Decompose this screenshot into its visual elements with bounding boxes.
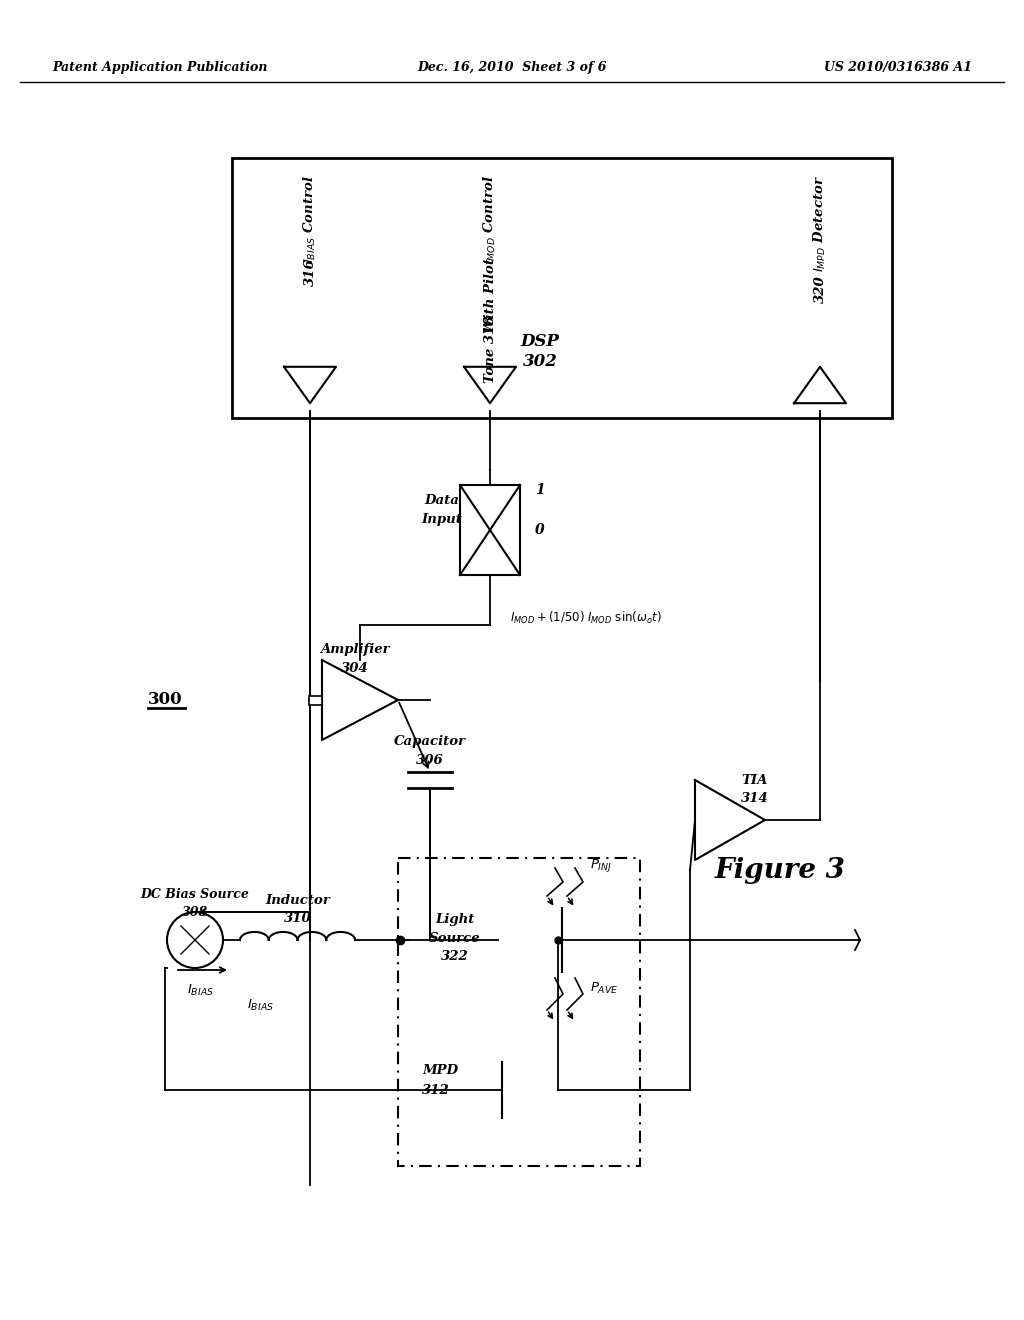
Bar [460, 484, 520, 576]
Text: 1: 1 [535, 483, 545, 498]
Text: 310: 310 [284, 912, 312, 924]
Text: Input: Input [422, 513, 463, 527]
Text: 306: 306 [416, 754, 443, 767]
Bar [232, 158, 892, 418]
Text: Data: Data [425, 494, 460, 507]
Text: Light: Light [435, 913, 475, 927]
Bar [398, 858, 640, 1166]
Text: 322: 322 [441, 949, 469, 962]
Text: Patent Application Publication: Patent Application Publication [52, 62, 267, 74]
Text: $I_{BIAS}$: $I_{BIAS}$ [247, 998, 274, 1012]
Text: $I_{MPD}$ Detector: $I_{MPD}$ Detector [812, 176, 828, 272]
Text: US 2010/0316386 A1: US 2010/0316386 A1 [824, 62, 972, 74]
Text: Figure 3: Figure 3 [715, 857, 846, 883]
Text: 302: 302 [522, 354, 557, 371]
Text: 320: 320 [813, 275, 826, 302]
Text: Tone 318: Tone 318 [483, 315, 497, 383]
Text: Amplifier: Amplifier [321, 644, 390, 656]
Text: DSP: DSP [520, 334, 559, 351]
Text: 304: 304 [341, 661, 369, 675]
Bar [308, 696, 322, 705]
Text: 300: 300 [148, 692, 182, 709]
Text: $P_{AVE}$: $P_{AVE}$ [590, 981, 618, 995]
Polygon shape [498, 908, 562, 972]
Text: $P_{INJ}$: $P_{INJ}$ [590, 857, 612, 874]
Text: $I_{MOD}$ Control: $I_{MOD}$ Control [482, 176, 498, 264]
Text: 0: 0 [535, 523, 545, 537]
Text: $I_{MOD}+(1/50)$ $I_{MOD}$ $\sin(\omega_o t)$: $I_{MOD}+(1/50)$ $I_{MOD}$ $\sin(\omega_… [510, 610, 662, 626]
Text: 316: 316 [303, 257, 316, 285]
Text: Dec. 16, 2010  Sheet 3 of 6: Dec. 16, 2010 Sheet 3 of 6 [417, 62, 607, 74]
Text: 314: 314 [741, 792, 769, 804]
Polygon shape [502, 1063, 558, 1118]
Text: DC Bias Source: DC Bias Source [140, 888, 250, 902]
Text: 308: 308 [182, 907, 208, 920]
Text: Capacitor: Capacitor [394, 735, 466, 748]
Text: TIA: TIA [741, 774, 768, 787]
Text: Source: Source [429, 932, 481, 945]
Text: $I_{BIAS}$: $I_{BIAS}$ [186, 982, 213, 998]
Text: Inductor: Inductor [265, 894, 331, 907]
Text: 312: 312 [422, 1084, 450, 1097]
Text: MPD: MPD [422, 1064, 458, 1077]
Text: With Pilot: With Pilot [483, 257, 497, 333]
Text: $I_{BIAS}$ Control: $I_{BIAS}$ Control [302, 176, 318, 263]
